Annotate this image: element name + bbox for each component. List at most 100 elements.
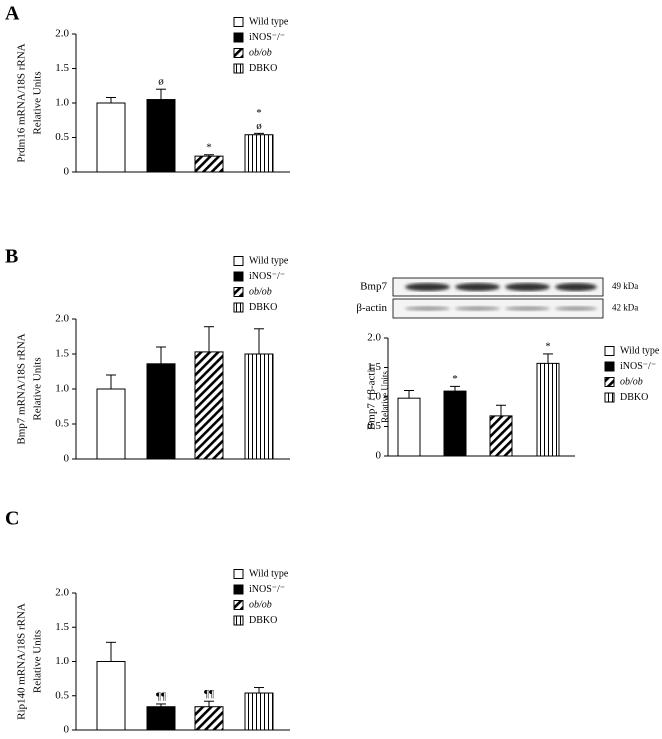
legend-swatch — [233, 287, 244, 297]
y-axis-sublabel: Relative Units — [32, 357, 44, 420]
bar — [194, 155, 224, 173]
blot-band-label: Bmp7 — [360, 281, 387, 293]
blot-size-label: 42 kDa — [612, 303, 638, 313]
blot-band — [405, 283, 450, 291]
legend-swatch — [604, 392, 615, 403]
legend-label: iNOS⁻/⁻ — [249, 32, 285, 43]
annotation: ø — [158, 76, 164, 88]
legend-label: Wild type — [249, 255, 289, 266]
y-tick-label: 0 — [64, 724, 70, 736]
blot-band-label: β-actin — [356, 302, 387, 314]
legend-label: ob/ob — [249, 47, 272, 58]
panel-letter: C — [5, 508, 19, 530]
blot-band — [405, 306, 450, 311]
annotation: * — [452, 373, 458, 385]
y-tick-label: 2.0 — [367, 332, 381, 344]
legend-label: ob/ob — [249, 599, 272, 610]
legend-swatch — [233, 17, 244, 27]
legend-swatch — [233, 615, 244, 626]
y-tick-label: 1.0 — [55, 655, 69, 667]
blot-band — [505, 283, 550, 291]
legend-label: iNOS⁻/⁻ — [249, 271, 285, 282]
bar — [194, 351, 224, 460]
legend-swatch — [233, 256, 244, 266]
panel-letter: A — [5, 3, 20, 25]
y-tick-label: 2.0 — [55, 587, 69, 599]
legend-swatch — [233, 48, 244, 58]
y-tick-label: 0.5 — [367, 420, 381, 432]
legend-label: DBKO — [249, 63, 277, 74]
legend-swatch — [233, 63, 244, 74]
y-tick-label: 0.5 — [55, 689, 69, 701]
legend-label: DBKO — [249, 302, 277, 313]
legend-label: iNOS⁻/⁻ — [620, 361, 656, 372]
y-tick-label: 1.5 — [367, 361, 381, 373]
bar — [397, 397, 421, 457]
bar — [244, 692, 274, 731]
y-tick-label: 0 — [64, 166, 70, 178]
y-tick-label: 0.5 — [55, 418, 69, 430]
y-axis-label: Prdm16 mRNA/18S rRNA — [16, 43, 28, 162]
bar — [489, 415, 513, 457]
y-tick-label: 2.0 — [55, 28, 69, 40]
y-axis-sublabel: Relative Units — [32, 71, 44, 134]
blot-bands — [405, 306, 597, 311]
blot-size-label: 49 kDa — [612, 281, 638, 291]
legend-label: Wild type — [249, 568, 289, 579]
y-tick-label: 1.0 — [55, 97, 69, 109]
legend-label: DBKO — [620, 392, 648, 403]
legend-swatch — [233, 32, 244, 43]
legend-swatch — [233, 302, 244, 313]
legend-swatch — [604, 346, 615, 356]
legend-label: Wild type — [620, 345, 660, 356]
legend-swatch — [604, 377, 615, 387]
bar — [536, 362, 560, 457]
legend-swatch — [233, 569, 244, 579]
bar — [194, 706, 224, 731]
bar — [146, 706, 176, 731]
y-tick-label: 1.5 — [55, 348, 69, 360]
legend-label: DBKO — [249, 615, 277, 626]
bar — [96, 661, 126, 731]
bar — [146, 99, 176, 173]
blot-band — [455, 283, 500, 291]
y-tick-label: 1.5 — [55, 621, 69, 633]
bar — [146, 363, 176, 460]
annotation: ¶¶ — [204, 688, 214, 700]
y-tick-label: 1.0 — [55, 383, 69, 395]
legend-swatch — [233, 600, 244, 610]
bar — [244, 353, 274, 460]
legend-label: ob/ob — [620, 376, 643, 387]
legend-swatch — [604, 361, 615, 372]
y-tick-label: 1.0 — [367, 391, 381, 403]
y-axis-label: Rip140 mRNA/18S rRNA — [16, 603, 28, 720]
blot-band — [555, 283, 597, 291]
annotation: * — [206, 141, 212, 153]
legend-label: iNOS⁻/⁻ — [249, 584, 285, 595]
panel-letter: B — [5, 246, 18, 268]
annotation: ¶¶ — [156, 691, 166, 703]
legend-label: ob/ob — [249, 286, 272, 297]
legend-swatch — [233, 584, 244, 595]
blot-band — [505, 306, 550, 311]
y-tick-label: 0 — [64, 453, 70, 465]
legend-label: Wild type — [249, 16, 289, 27]
bar — [443, 390, 467, 457]
bar — [96, 388, 126, 460]
y-axis-sublabel: Relative Units — [32, 630, 44, 693]
blot-bands — [405, 283, 597, 291]
annotation: ø — [256, 120, 262, 132]
y-tick-label: 2.0 — [55, 313, 69, 325]
y-axis-label: Bmp7 / β-actin — [366, 363, 378, 430]
y-tick-label: 1.5 — [55, 62, 69, 74]
y-tick-label: 0 — [376, 450, 382, 462]
annotation: * — [545, 340, 551, 352]
blot-band — [555, 306, 597, 311]
bar — [244, 134, 274, 173]
y-tick-label: 0.5 — [55, 131, 69, 143]
legend-swatch — [233, 271, 244, 282]
blot-band — [455, 306, 500, 311]
y-axis-label: Bmp7 mRNA/18S rRNA — [16, 333, 28, 444]
bar — [96, 102, 126, 173]
